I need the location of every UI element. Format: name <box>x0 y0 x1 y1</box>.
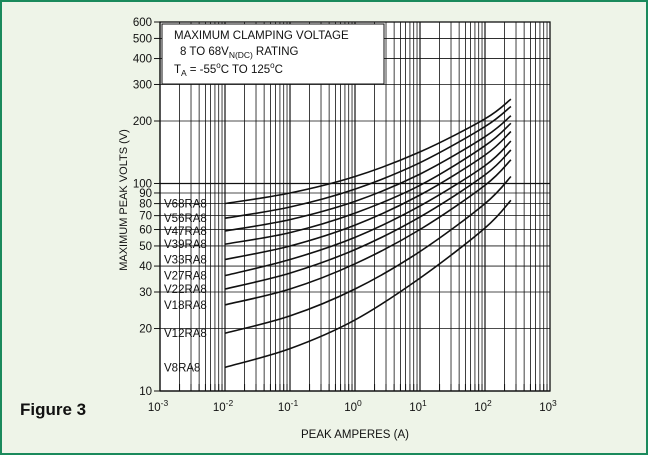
x-tick-label: 102 <box>474 398 492 414</box>
y-tick-label: 10 <box>139 386 152 398</box>
title-line3-deg2: o <box>270 61 275 70</box>
y-tick-label: 70 <box>139 211 152 223</box>
x-tick-label: 101 <box>409 398 427 414</box>
y-tick-label: 600 <box>133 17 152 29</box>
title-line2-rating: RATING <box>256 46 299 58</box>
y-tick-label: 100 <box>133 178 152 190</box>
x-tick-exponent: 3 <box>552 398 557 408</box>
series-line <box>224 149 512 290</box>
series-line <box>224 115 512 232</box>
y-tick-label: 300 <box>133 79 152 91</box>
x-tick-exponent: 1 <box>422 398 427 408</box>
series-label: V22RA8 <box>164 284 207 296</box>
x-tick-label: 10-1 <box>278 398 299 414</box>
title-box <box>161 23 385 85</box>
series-line <box>224 130 512 261</box>
x-tick-label: 10-2 <box>213 398 234 414</box>
chart-title-line3: TA = -55oC TO 125oC <box>174 61 283 78</box>
y-tick-label: 200 <box>133 116 152 128</box>
series-line <box>224 105 512 219</box>
x-tick-base: 10 <box>409 402 422 414</box>
chart-title-line2: 8 TO 68VN(DC) RATING <box>180 46 299 60</box>
x-tick-exponent: 0 <box>357 398 362 408</box>
series-label: V18RA8 <box>164 300 207 312</box>
x-tick-exponent: 2 <box>487 398 492 408</box>
series-label: V39RA8 <box>164 239 207 251</box>
x-tick-label: 100 <box>344 398 362 414</box>
x-tick-label: 10-3 <box>148 398 169 414</box>
x-tick-label: 103 <box>539 398 557 414</box>
y-tick-label: 400 <box>133 54 152 66</box>
x-tick-exponent: -2 <box>226 398 234 408</box>
y-tick-label: 50 <box>139 241 152 253</box>
y-tick-label: 90 <box>139 188 152 200</box>
title-line2-main: 8 TO 68V <box>180 46 229 58</box>
title-line3-deg1: o <box>216 61 221 70</box>
series-line <box>224 140 512 277</box>
series-label: V68RA8 <box>164 199 207 211</box>
y-tick-label: 30 <box>139 287 152 299</box>
series-line <box>224 175 512 334</box>
y-tick-label: 80 <box>139 199 152 211</box>
y-tick-label: 40 <box>139 261 152 273</box>
x-tick-base: 10 <box>278 402 291 414</box>
series-label: V8RA8 <box>164 362 200 374</box>
x-tick-exponent: -1 <box>291 398 299 408</box>
title-line2-sub: N(DC) <box>229 50 253 60</box>
y-tick-label: 500 <box>133 33 152 45</box>
series-label: V33RA8 <box>164 255 207 267</box>
series-label: V27RA8 <box>164 271 207 283</box>
series-line <box>224 122 512 245</box>
title-line3-unit: C <box>275 64 283 76</box>
x-tick-base: 10 <box>344 402 357 414</box>
title-line3-temp2: C TO 125 <box>221 64 270 76</box>
x-tick-base: 10 <box>148 402 161 414</box>
series-label: V12RA8 <box>164 328 207 340</box>
y-tick-label: 20 <box>139 324 152 336</box>
series-label: V47RA8 <box>164 226 207 238</box>
title-line3-t: T <box>174 64 181 76</box>
x-tick-base: 10 <box>474 402 487 414</box>
x-tick-base: 10 <box>539 402 552 414</box>
series-line <box>224 159 512 306</box>
figure-label: Figure 3 <box>20 400 87 419</box>
x-tick-base: 10 <box>213 402 226 414</box>
axes: 10203040506070809010020030040050060010-3… <box>133 17 557 414</box>
y-tick-label: 60 <box>139 225 152 237</box>
x-tick-exponent: -3 <box>161 398 169 408</box>
title-line3-temp1: = -55 <box>190 64 217 76</box>
series-label: V56RA8 <box>164 213 207 225</box>
plot-frame <box>159 21 551 392</box>
title-line3-sub: A <box>181 68 187 78</box>
x-axis-label: PEAK AMPERES (A) <box>301 429 409 441</box>
series-line <box>224 98 512 205</box>
chart-title-line1: MAXIMUM CLAMPING VOLTAGE <box>174 30 349 42</box>
series-line <box>224 199 512 369</box>
y-axis-label: MAXIMUM PEAK VOLTS (V) <box>118 129 130 271</box>
